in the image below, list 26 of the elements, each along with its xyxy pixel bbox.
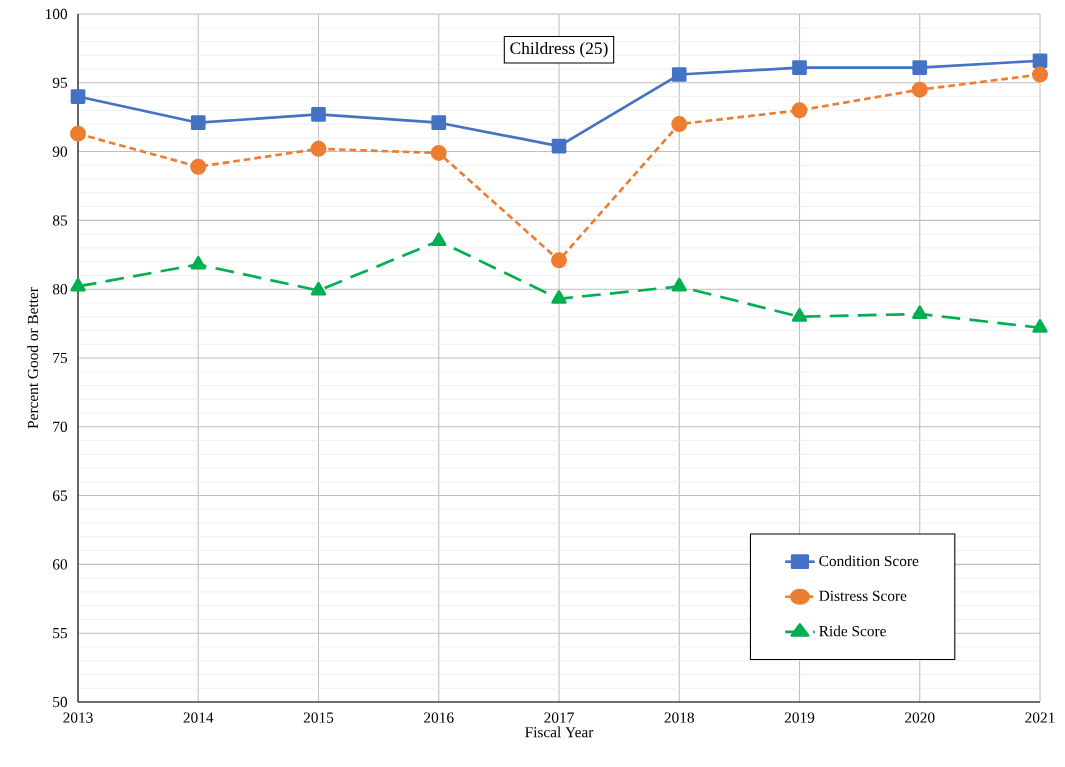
x-tick-label: 2016 <box>424 712 454 723</box>
legend-label: Ride Score <box>819 625 886 637</box>
y-tick-label: 65 <box>52 490 68 501</box>
x-tick-label: 2019 <box>784 712 815 723</box>
y-tick-label: 50 <box>53 696 68 708</box>
y-tick-label: 55 <box>53 628 68 639</box>
x-axis-title: Fiscal Year <box>525 726 594 738</box>
x-tick-label: 2015 <box>303 712 334 723</box>
y-tick-label: 85 <box>52 215 68 226</box>
y-tick-label: 80 <box>52 284 68 295</box>
y-tick-label: 95 <box>52 77 68 88</box>
legend-label: Condition Score <box>819 555 919 567</box>
x-tick-label: 2021 <box>1025 712 1055 723</box>
y-tick-label: 70 <box>53 421 68 432</box>
y-axis-title: Percent Good or Better <box>27 287 39 429</box>
y-tick-label: 60 <box>52 559 68 570</box>
x-tick-label: 2017 <box>544 712 574 723</box>
legend-label: Distress Score <box>819 590 907 601</box>
x-tick-label: 2018 <box>664 712 694 723</box>
x-tick-label: 2020 <box>905 712 935 723</box>
y-tick-label: 100 <box>45 8 68 20</box>
y-tick-label: 75 <box>53 352 68 364</box>
x-tick-label: 2013 <box>63 712 93 723</box>
text: Childress (25) <box>510 41 608 58</box>
y-tick-label: 90 <box>52 146 68 157</box>
x-tick-label: 2014 <box>183 712 214 723</box>
